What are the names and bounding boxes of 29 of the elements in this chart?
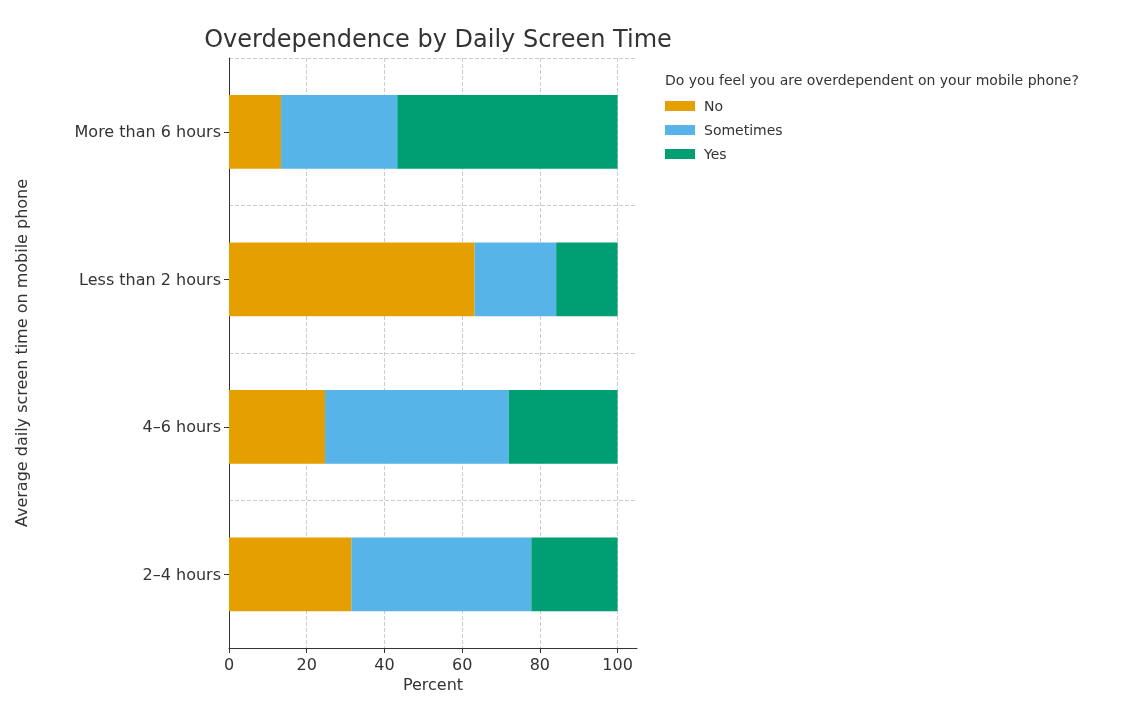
x-tick-label: 60 <box>451 654 473 674</box>
bar <box>508 389 618 464</box>
x-tick-label: 40 <box>374 654 395 674</box>
legend-label: Sometimes <box>704 122 783 138</box>
y-axis-title: Average daily screen time on mobile phone <box>11 178 31 528</box>
x-tick-label: 20 <box>296 654 317 674</box>
bar <box>229 389 325 464</box>
y-tick-label: Less than 2 hours <box>79 269 221 289</box>
bar <box>397 94 618 169</box>
legend-title: Do you feel you are overdependent on your mobile phone? <box>665 72 1079 88</box>
bar <box>229 537 352 612</box>
x-tick-label: 0 <box>223 654 235 674</box>
y-tick-label: 2–4 hours <box>142 564 221 584</box>
x-tick-label: 100 <box>602 654 633 674</box>
bar <box>281 94 398 169</box>
bar <box>351 537 532 612</box>
legend-label: No <box>704 98 724 114</box>
chart-title: Overdependence by Daily Screen Time <box>204 25 672 53</box>
bar <box>531 537 618 612</box>
y-tick-label: 4–6 hours <box>142 417 221 437</box>
y-tick-label: More than 6 hours <box>74 122 221 142</box>
legend-label: Yes <box>703 146 727 162</box>
bar <box>229 94 282 169</box>
bar <box>556 242 618 317</box>
x-axis-title: Percent <box>402 675 464 695</box>
bar <box>474 242 557 317</box>
bar <box>229 242 475 317</box>
bar <box>324 389 509 464</box>
x-tick-label: 80 <box>529 654 551 674</box>
